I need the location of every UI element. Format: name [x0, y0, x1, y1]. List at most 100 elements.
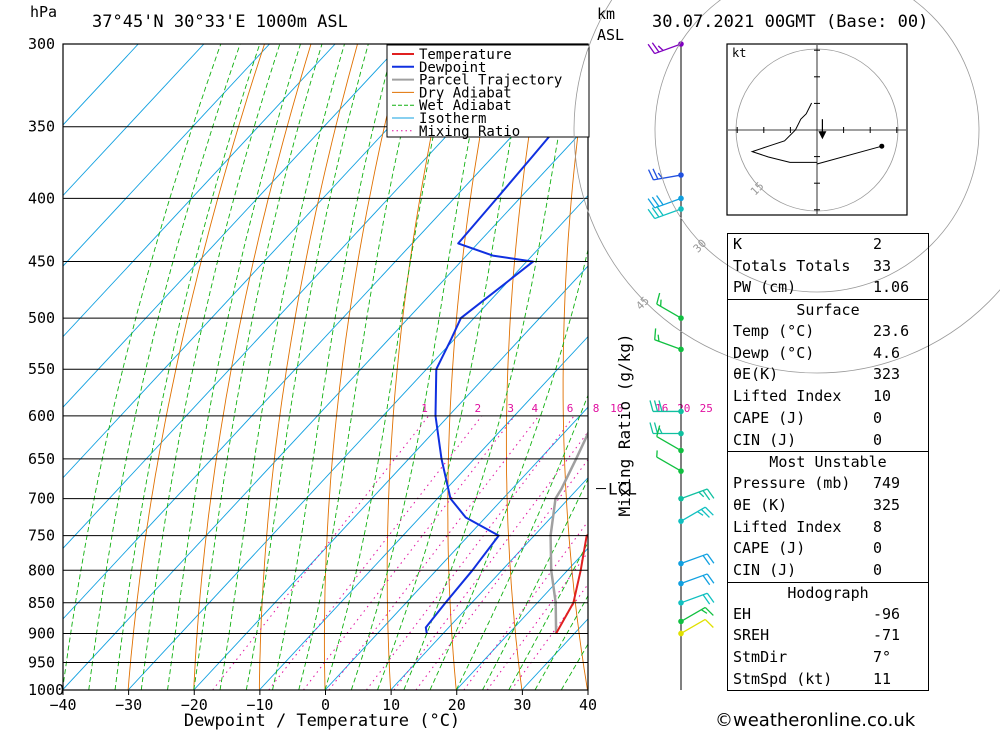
isotherm-line: [63, 124, 588, 690]
wind-barb-flag: [656, 292, 661, 305]
pressure-tick-label: 900: [28, 624, 55, 642]
wind-barb: [678, 488, 715, 502]
temperature-tick-label: 30: [513, 696, 531, 714]
wind-barb-flag: [657, 45, 664, 51]
legend-label: Wet Adiabat: [419, 98, 512, 114]
wind-barb-flag: [651, 196, 660, 207]
dry-adiabat-line: [962, 44, 1000, 690]
mixing-ratio-line: [415, 458, 588, 690]
plot-frame: [62, 43, 589, 691]
mixing-ratio-labels: 12346810162025: [421, 402, 713, 415]
legend-label: Mixing Ratio: [419, 124, 520, 140]
wind-barb-flag: [657, 172, 663, 179]
dry-adiabat-line: [562, 55, 588, 690]
wind-barb: [678, 553, 715, 567]
isotherm-line: [63, 44, 467, 479]
pressure-tick-label: 700: [28, 490, 55, 508]
wind-barb-flag: [654, 328, 657, 340]
wind-barb: [678, 506, 714, 524]
wind-barb-staff: [656, 303, 682, 319]
wind-barb-staff: [680, 488, 708, 500]
index-row: CAPE (J) 0: [733, 408, 883, 427]
pressure-tick-label: 650: [28, 450, 55, 468]
mixing-ratio-line: [268, 415, 483, 690]
pressure-tick-label: 850: [28, 594, 55, 612]
mixing-ratio-label: 3: [507, 402, 514, 415]
wind-barb: [656, 450, 684, 474]
pressure-tick-label: 300: [28, 35, 55, 53]
isotherm-line: [63, 44, 336, 338]
wind-barb: [647, 168, 684, 181]
wet-adiabat-line: [88, 44, 241, 690]
storm-motion-arrow: [818, 131, 827, 140]
wind-barb-flag: [656, 425, 661, 437]
most-unstable-indices: Most Unstable Pressure (mb) 749 θE (K) 325…: [728, 451, 928, 581]
wind-barb: [656, 292, 684, 321]
wind-barb-flag: [706, 573, 715, 584]
section-title: Hodograph: [787, 583, 869, 602]
hodograph-shear-line: [816, 145, 882, 165]
wet-adiabat-line: [429, 247, 588, 690]
wind-barb-staff: [654, 197, 682, 209]
temperature-axis-label: Dewpoint / Temperature (°C): [184, 711, 460, 731]
wet-adiabat-line: [140, 44, 281, 690]
wind-barb-dot: [678, 447, 684, 454]
index-row: θE(K) 323: [733, 365, 901, 384]
dry-adiabat-line: [258, 44, 358, 690]
temperature-tick-label: −10: [246, 696, 273, 714]
wet-adiabat-line: [324, 44, 454, 690]
wet-adiabat-line: [350, 44, 489, 690]
wind-barb-staff: [680, 592, 708, 604]
isotherm-line: [324, 406, 588, 690]
wind-barb-flag: [702, 490, 711, 501]
copyright-footer: ©weatheronline.co.uk: [715, 710, 916, 731]
wind-barb-flag: [656, 195, 664, 206]
wet-adiabat-line: [63, 44, 222, 690]
legend-label: Isotherm: [419, 111, 486, 127]
mixing-ratio-label: 2: [474, 402, 481, 415]
wind-barb-flag: [647, 208, 656, 219]
wind-barb: [678, 618, 714, 637]
wind-barb-flag: [657, 334, 660, 342]
wind-barb: [649, 422, 684, 437]
pressure-tick-label: 800: [28, 561, 55, 579]
temperature-tick-label: −20: [181, 696, 208, 714]
parcel-trajectory-line: [549, 430, 588, 634]
wind-barb-flag: [649, 400, 654, 412]
sounding-profiles: [424, 88, 588, 634]
pressure-tick-label: 550: [28, 360, 55, 378]
wind-barb-flag: [700, 609, 708, 614]
index-row: StmSpd (kt) 11: [733, 669, 892, 688]
wind-barb: [647, 205, 684, 220]
wind-barb: [678, 592, 715, 606]
isotherm-line: [455, 547, 588, 690]
index-row: EH -96: [733, 604, 901, 623]
wet-adiabat-line: [534, 594, 588, 690]
wind-barb-staff: [656, 435, 682, 452]
isotherm-line: [63, 44, 402, 408]
wind-barb-dot: [678, 495, 684, 502]
section-title: Surface: [796, 301, 860, 320]
index-row: Lifted Index 10: [733, 387, 892, 406]
wind-barb-flag: [652, 168, 659, 180]
wind-barb-flag: [653, 400, 659, 412]
asl-unit-label: ASL: [597, 26, 625, 44]
temperature-tick-label: −40: [49, 696, 76, 714]
dry-adiabat-line: [386, 44, 452, 690]
wet-adiabat-line: [508, 541, 588, 690]
isotherm-line: [63, 53, 588, 620]
pressure-tick-label: 350: [28, 118, 55, 136]
wet-adiabat-line: [114, 44, 261, 690]
dry-adiabat-line: [505, 44, 545, 690]
wet-adiabat-line: [219, 44, 345, 690]
wind-barb-staff: [680, 618, 706, 635]
wind-barb-flag: [702, 575, 711, 586]
hodograph-trace: [750, 102, 817, 163]
index-row: CAPE (J) 0: [733, 539, 883, 558]
location-title: 37°45'N 30°33'E 1000m ASL: [92, 12, 348, 32]
index-row: SREH -71: [733, 626, 901, 645]
datetime-title: 30.07.2021 00GMT (Base: 00): [652, 12, 929, 32]
